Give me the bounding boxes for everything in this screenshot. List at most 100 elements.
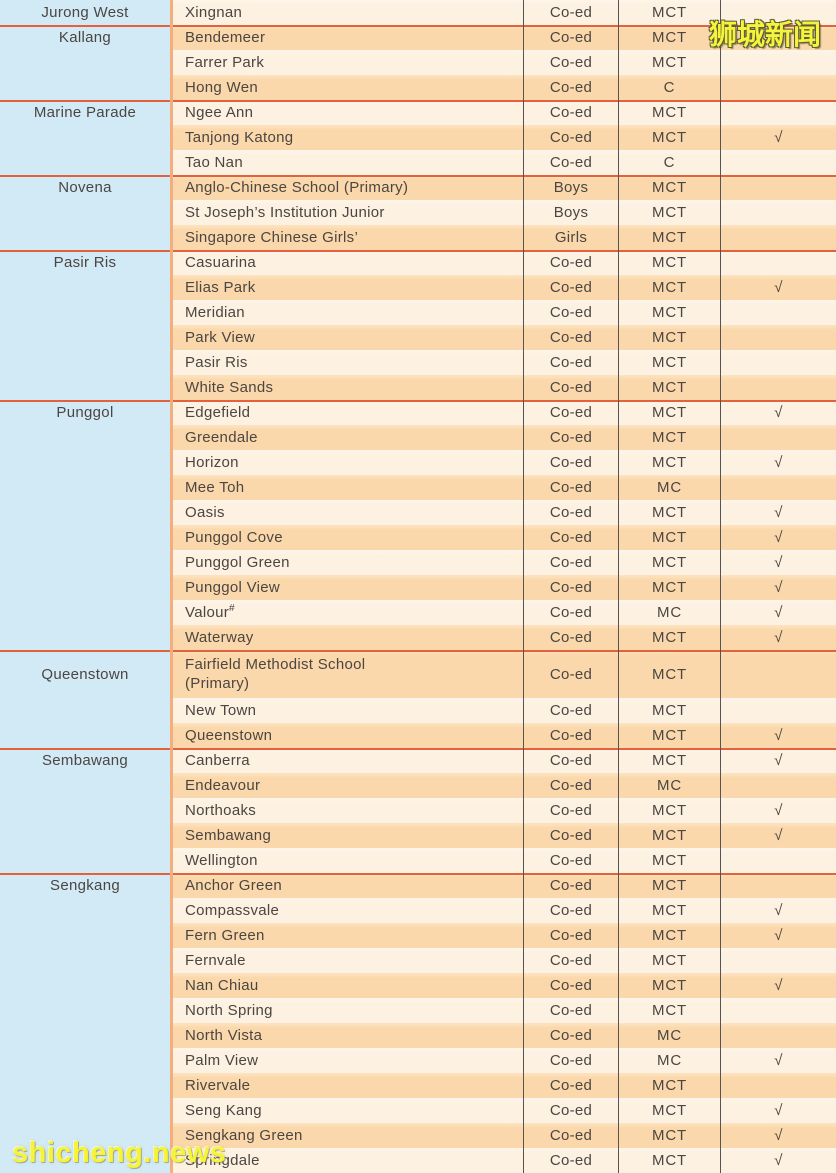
mother-tongue-cell: MCT — [618, 450, 720, 475]
gender-cell: Co-ed — [523, 0, 618, 25]
mother-tongue-cell: MCT — [618, 50, 720, 75]
table-row: Horizon Co-ed MCT √ — [0, 450, 836, 475]
mother-tongue-cell: MCT — [618, 350, 720, 375]
mother-tongue-cell: MCT — [618, 125, 720, 150]
check-cell: √ — [720, 525, 836, 550]
check-cell — [720, 50, 836, 75]
table-row: Queenstown Fairfield Methodist School (Pr… — [0, 650, 836, 748]
table-row: Tao Nan Co-ed C — [0, 150, 836, 175]
gender-cell: Co-ed — [523, 250, 618, 275]
mother-tongue-cell: MCT — [618, 525, 720, 550]
school-name-cell: Anglo-Chinese School (Primary) — [170, 175, 523, 200]
gender-cell: Co-ed — [523, 723, 618, 748]
school-name-cell: Edgefield — [170, 400, 523, 425]
school-name-cell: North Vista — [170, 1023, 523, 1048]
mother-tongue-cell: MC — [618, 600, 720, 625]
gender-cell: Co-ed — [523, 525, 618, 550]
school-name-cell: Horizon — [170, 450, 523, 475]
table-row: Marine Parade Ngee Ann Co-ed MCT — [0, 100, 836, 175]
mother-tongue-cell: MCT — [618, 923, 720, 948]
school-name: Punggol Cove — [185, 529, 283, 546]
school-name: Wellington — [185, 852, 258, 869]
mother-tongue-cell: MCT — [618, 500, 720, 525]
mother-tongue-cell: MCT — [618, 698, 720, 723]
school-name: Pasir Ris — [185, 354, 248, 371]
mother-tongue-cell: MCT — [618, 300, 720, 325]
school-name: Anchor Green — [185, 877, 282, 894]
mother-tongue-cell: MCT — [618, 575, 720, 600]
gender-cell: Co-ed — [523, 75, 618, 100]
mother-tongue-cell: MCT — [618, 998, 720, 1023]
school-name: Elias Park — [185, 279, 256, 296]
area-label: Punggol — [56, 404, 114, 421]
school-name: Casuarina — [185, 254, 257, 271]
check-cell: √ — [720, 898, 836, 923]
gender-cell: Co-ed — [523, 1023, 618, 1048]
gender-cell: Co-ed — [523, 948, 618, 973]
table-row: New Town Co-ed MCT — [0, 698, 836, 723]
gender-cell: Co-ed — [523, 25, 618, 50]
check-cell — [720, 350, 836, 375]
area-cell: Sembawang — [0, 748, 170, 873]
check-cell — [720, 1073, 836, 1098]
gender-cell: Co-ed — [523, 773, 618, 798]
gender-cell: Co-ed — [523, 998, 618, 1023]
mother-tongue-cell: MCT — [618, 425, 720, 450]
school-name: Anglo-Chinese School (Primary) — [185, 179, 409, 196]
gender-cell: Co-ed — [523, 1148, 618, 1173]
school-name: Bendemeer — [185, 29, 266, 46]
mother-tongue-cell: MCT — [618, 948, 720, 973]
gender-cell: Co-ed — [523, 748, 618, 773]
check-cell: √ — [720, 973, 836, 998]
school-name-cell: Palm View — [170, 1048, 523, 1073]
mother-tongue-cell: MC — [618, 1048, 720, 1073]
table-row: Wellington Co-ed MCT — [0, 848, 836, 873]
area-cell: Sengkang — [0, 873, 170, 1173]
gender-cell: Co-ed — [523, 650, 618, 698]
school-name: Xingnan — [185, 4, 243, 21]
school-name-cell: North Spring — [170, 998, 523, 1023]
school-name: Northoaks — [185, 802, 257, 819]
mother-tongue-cell: MCT — [618, 1098, 720, 1123]
mother-tongue-cell: MCT — [618, 175, 720, 200]
school-name: Ngee Ann — [185, 104, 254, 121]
table-row: Sengkang Green Co-ed MCT √ — [0, 1123, 836, 1148]
mother-tongue-cell: MCT — [618, 275, 720, 300]
mother-tongue-cell: MCT — [618, 200, 720, 225]
table-row: Mee Toh Co-ed MC — [0, 475, 836, 500]
school-name: Edgefield — [185, 404, 251, 421]
table-row: Singapore Chinese Girls’ Girls MCT — [0, 225, 836, 250]
school-name: Tanjong Katong — [185, 129, 294, 146]
table-row: Meridian Co-ed MCT — [0, 300, 836, 325]
table-row: Punggol Green Co-ed MCT √ — [0, 550, 836, 575]
area-cell: Pasir Ris — [0, 250, 170, 400]
check-cell — [720, 25, 836, 50]
check-cell — [720, 948, 836, 973]
table-row: St Joseph’s Institution Junior Boys MCT — [0, 200, 836, 225]
check-cell: √ — [720, 923, 836, 948]
school-name-cell: Meridian — [170, 300, 523, 325]
gender-cell: Co-ed — [523, 425, 618, 450]
area-label: Sengkang — [50, 877, 120, 894]
table-row: North Vista Co-ed MC — [0, 1023, 836, 1048]
check-cell — [720, 998, 836, 1023]
gender-cell: Co-ed — [523, 375, 618, 400]
gender-cell: Girls — [523, 225, 618, 250]
table-row: Sembawang Co-ed MCT √ — [0, 823, 836, 848]
check-cell — [720, 698, 836, 723]
school-name: Singapore Chinese Girls’ — [185, 229, 359, 246]
check-cell: √ — [720, 400, 836, 425]
area-label: Queenstown — [41, 665, 129, 683]
mother-tongue-cell: MCT — [618, 225, 720, 250]
gender-cell: Co-ed — [523, 848, 618, 873]
mother-tongue-cell: MC — [618, 773, 720, 798]
table-row: Punggol View Co-ed MCT √ — [0, 575, 836, 600]
school-name-cell: Anchor Green — [170, 873, 523, 898]
check-cell — [720, 250, 836, 275]
area-cell: Marine Parade — [0, 100, 170, 175]
school-name: Nan Chiau — [185, 977, 259, 994]
check-cell: √ — [720, 823, 836, 848]
table-row: Sembawang Canberra Co-ed MCT √ — [0, 748, 836, 873]
table-row: Pasir Ris Casuarina Co-ed MCT — [0, 250, 836, 400]
mother-tongue-cell: MCT — [618, 250, 720, 275]
